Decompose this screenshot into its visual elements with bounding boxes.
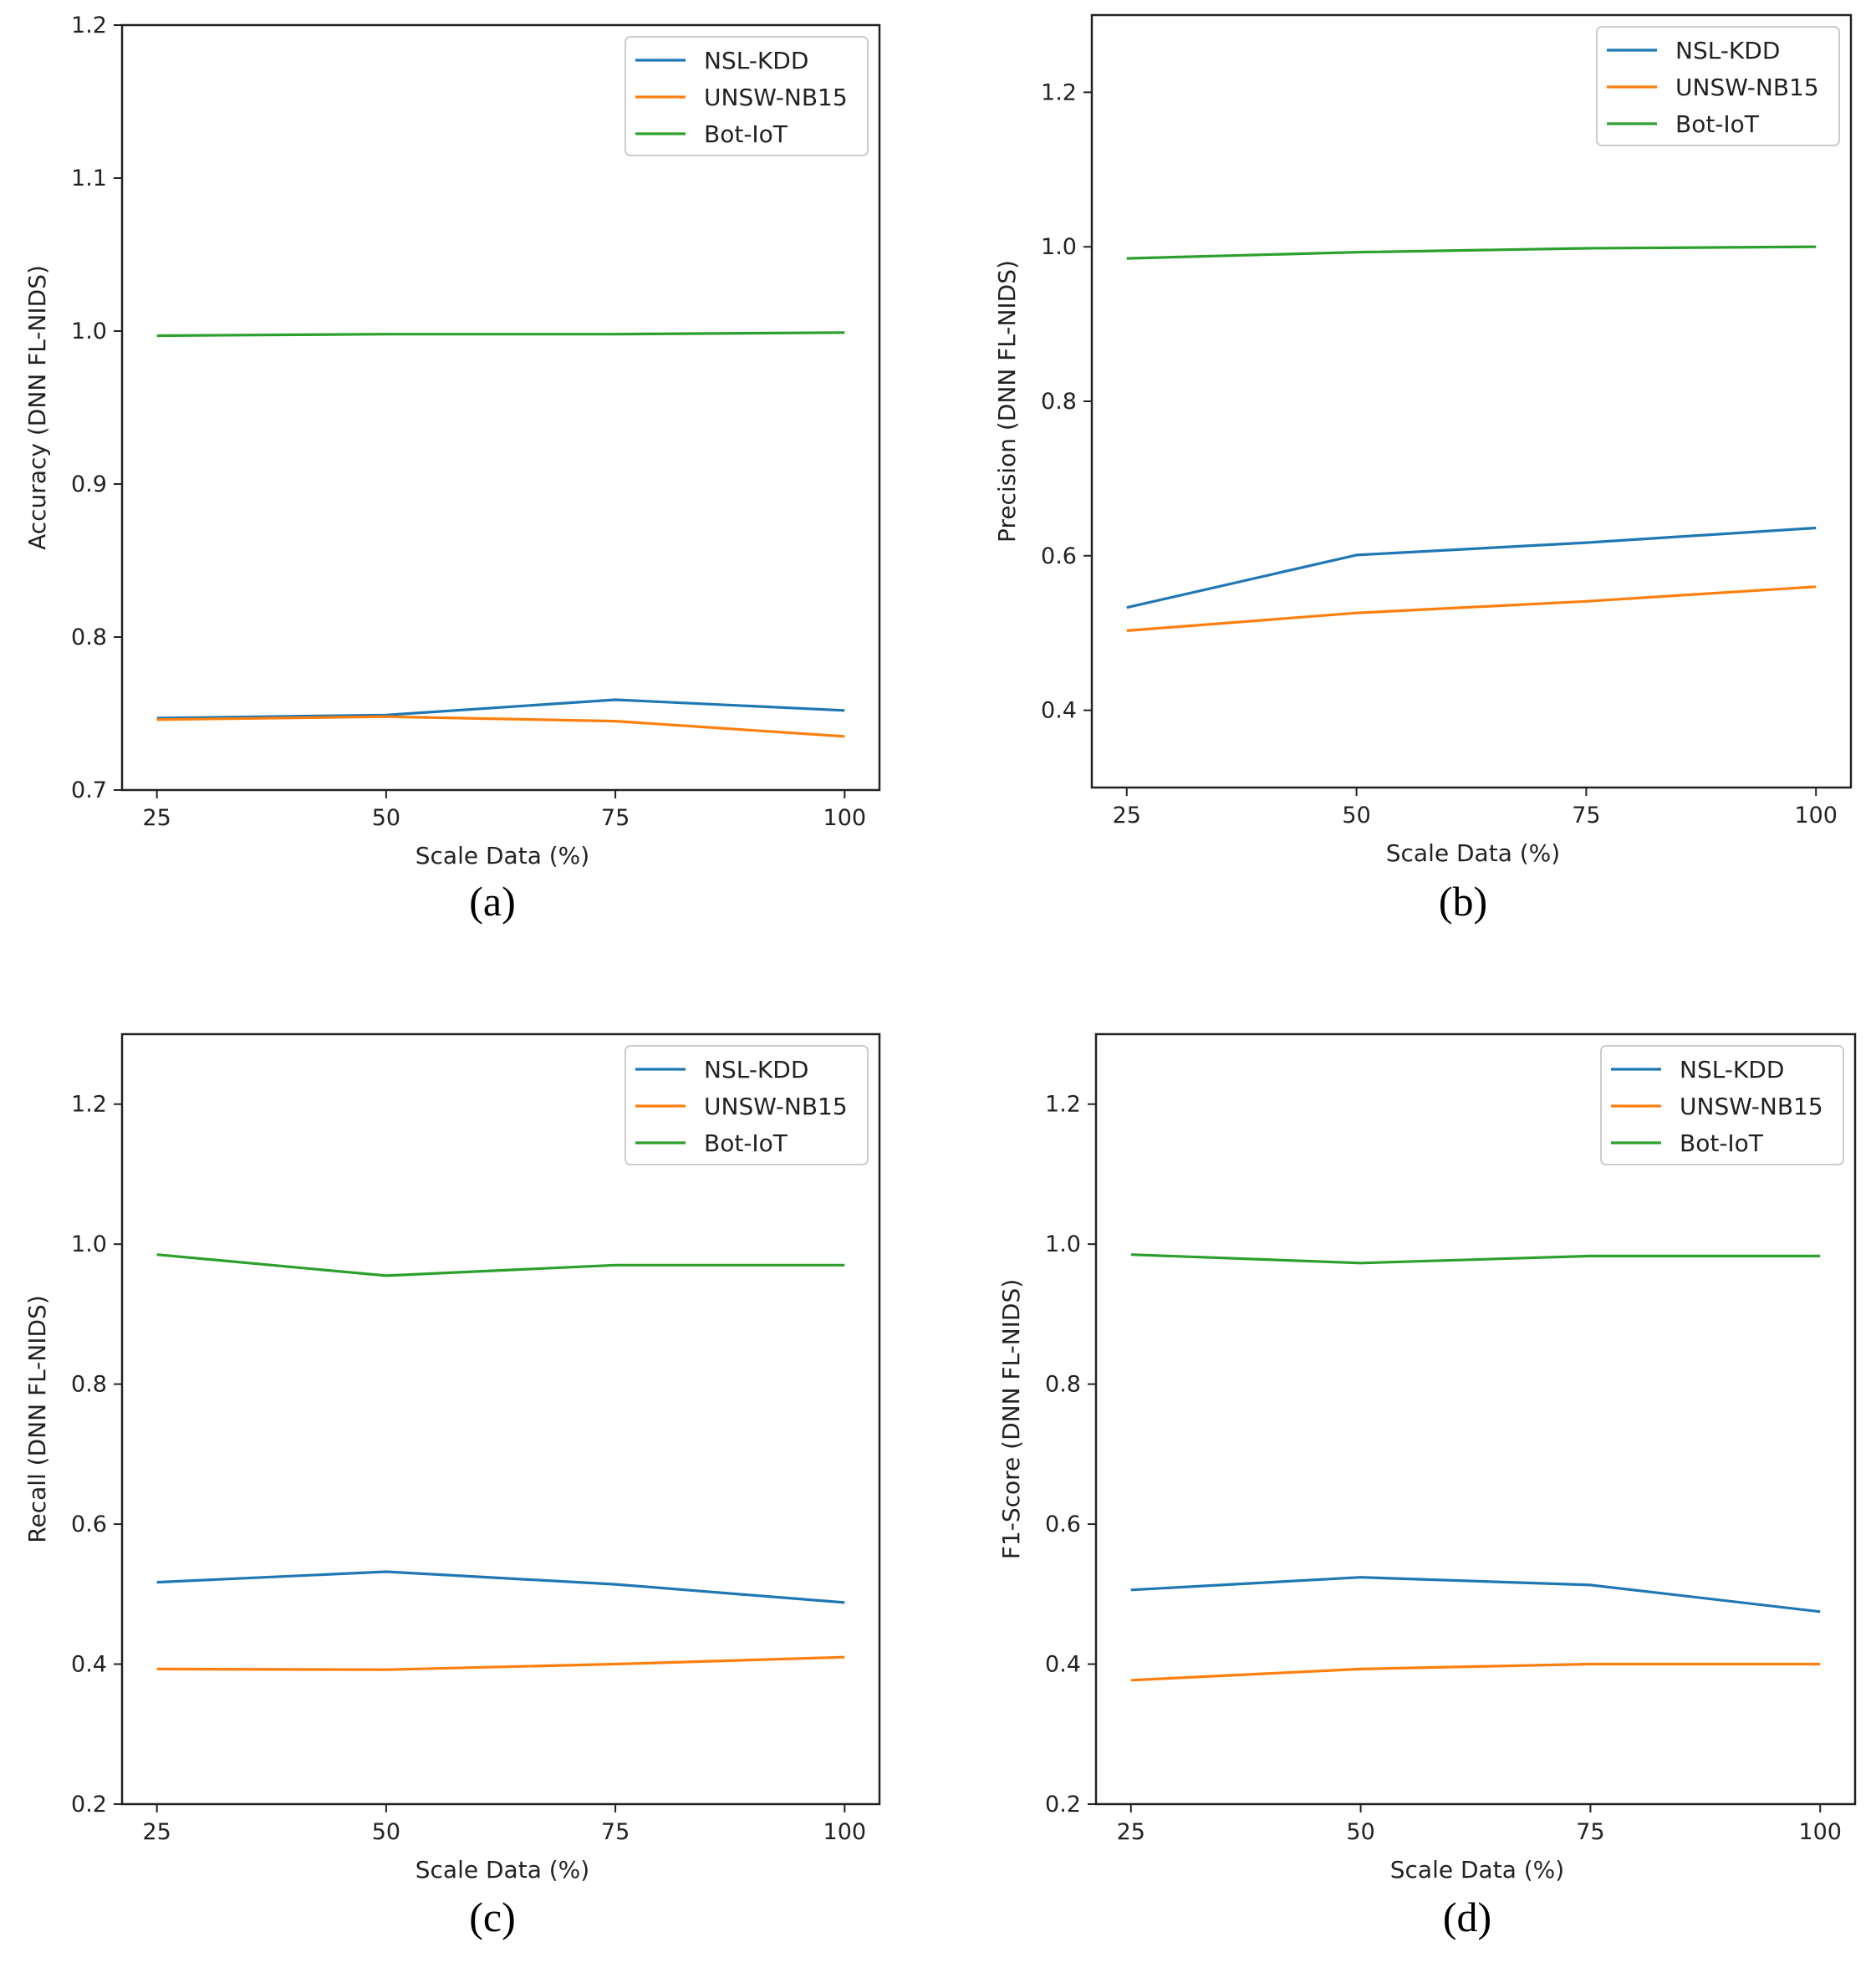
y-tick-label: 0.6 [1041, 543, 1077, 569]
series-line-nsl-kdd [1130, 1576, 1821, 1613]
series-line-unsw-nb15 [156, 1655, 845, 1671]
legend-label: Bot-IoT [704, 120, 788, 148]
panel-caption: (b) [1439, 878, 1487, 925]
y-tick-label: 1.2 [71, 13, 107, 38]
legend-label: NSL-KDD [1675, 37, 1780, 64]
x-tick-label: 50 [1342, 803, 1370, 828]
series-line-unsw-nb15 [1126, 585, 1817, 632]
x-tick-label: 25 [143, 805, 171, 831]
x-tick-label: 100 [1798, 1819, 1842, 1845]
legend-box [1600, 1045, 1844, 1165]
x-axis-title: Scale Data (%) [1386, 839, 1560, 867]
legend-label: Bot-IoT [1680, 1129, 1764, 1157]
legend-label: NSL-KDD [1680, 1056, 1784, 1083]
legend-label: UNSW-NB15 [1680, 1093, 1823, 1120]
y-tick-label: 1.0 [71, 1231, 107, 1257]
x-tick-label: 100 [823, 1819, 867, 1845]
y-tick-label: 1.2 [1041, 79, 1077, 105]
chart-panel-b: 25 50 75 100 0.4 0.6 0.8 1.0 1.2 Scale Data (%) Pr… [993, 13, 1853, 925]
x-axis-title: Scale Data (%) [415, 1856, 589, 1884]
x-tick-label: 75 [601, 1819, 630, 1845]
y-tick-label: 0.2 [71, 1792, 107, 1817]
panel-caption: (a) [469, 878, 516, 925]
y-tick-label: 1.1 [71, 166, 107, 191]
x-axis-title: Scale Data (%) [415, 842, 589, 869]
y-tick-label: 0.8 [71, 624, 107, 650]
plot-frame [120, 23, 881, 792]
chart-panel-a: 25 50 75 100 0.7 0.8 0.9 1.0 1.1 1.2 Scale Data (%… [23, 13, 881, 925]
x-tick-label: 75 [1576, 1819, 1604, 1845]
legend-label: NSL-KDD [704, 1056, 808, 1083]
x-tick-label: 50 [372, 805, 400, 831]
y-tick-label: 0.4 [1041, 698, 1077, 724]
y-tick-label: 1.0 [71, 319, 107, 344]
y-tick-label: 0.8 [71, 1372, 107, 1398]
y-tick-label: 0.6 [1045, 1512, 1081, 1537]
series-line-nsl-kdd [156, 1570, 845, 1604]
panel-caption: (d) [1443, 1894, 1491, 1940]
y-tick-label: 0.6 [71, 1512, 107, 1537]
y-tick-label: 0.9 [71, 472, 107, 497]
series-line-bot-iot [156, 1253, 845, 1277]
y-tick-label: 1.2 [1045, 1092, 1081, 1118]
y-axis-title: Precision (DNN FL-NIDS) [993, 260, 1021, 543]
legend-label: UNSW-NB15 [704, 1093, 848, 1120]
legend-label: UNSW-NB15 [1675, 74, 1819, 101]
series-line-unsw-nb15 [156, 715, 845, 738]
legend-box [624, 36, 869, 156]
x-tick-label: 100 [1794, 803, 1838, 828]
x-tick-label: 50 [372, 1819, 400, 1845]
x-tick-label: 25 [1113, 803, 1141, 828]
y-tick-label: 0.4 [1045, 1652, 1081, 1678]
plot-frame [1094, 1032, 1857, 1806]
y-tick-label: 0.4 [71, 1652, 107, 1678]
legend: NSL-KDD UNSW-NB15 Bot-IoT [1600, 1045, 1844, 1165]
x-tick-label: 100 [823, 805, 867, 831]
chart-panel-c: 25 50 75 100 0.2 0.4 0.6 0.8 1.0 1.2 Scale Data (%… [23, 1032, 881, 1940]
legend: NSL-KDD UNSW-NB15 Bot-IoT [624, 36, 869, 156]
series-line-bot-iot [1130, 1253, 1821, 1265]
x-tick-label: 25 [143, 1819, 171, 1845]
legend-label: Bot-IoT [1675, 110, 1760, 138]
series-line-bot-iot [156, 331, 845, 338]
chart-panel-d: 25 50 75 100 0.2 0.4 0.6 0.8 1.0 1.2 Scale Data (%… [997, 1032, 1857, 1940]
x-tick-label: 75 [1572, 803, 1600, 828]
plot-frame [120, 1032, 881, 1806]
y-axis-title: Accuracy (DNN FL-NIDS) [23, 265, 51, 550]
series-line-nsl-kdd [1126, 526, 1817, 609]
x-tick-label: 50 [1346, 1819, 1374, 1845]
x-axis-title: Scale Data (%) [1390, 1856, 1564, 1884]
y-tick-label: 0.7 [71, 777, 107, 803]
y-tick-label: 1.2 [71, 1092, 107, 1118]
y-tick-label: 0.8 [1041, 389, 1077, 415]
y-tick-label: 1.0 [1045, 1231, 1081, 1257]
legend-box [1596, 26, 1840, 146]
series-line-nsl-kdd [156, 698, 845, 720]
legend-box [624, 1045, 869, 1165]
legend-label: UNSW-NB15 [704, 84, 848, 111]
series-line-bot-iot [1126, 245, 1817, 260]
series-line-unsw-nb15 [1130, 1662, 1821, 1682]
y-axis-title: F1-Score (DNN FL-NIDS) [997, 1279, 1025, 1559]
panel-caption: (c) [469, 1894, 516, 1940]
legend: NSL-KDD UNSW-NB15 Bot-IoT [624, 1045, 869, 1165]
legend: NSL-KDD UNSW-NB15 Bot-IoT [1596, 26, 1840, 146]
legend-label: NSL-KDD [704, 47, 808, 74]
x-tick-label: 25 [1117, 1819, 1145, 1845]
y-axis-title: Recall (DNN FL-NIDS) [23, 1295, 51, 1543]
y-tick-label: 0.2 [1045, 1792, 1081, 1817]
y-tick-label: 1.0 [1041, 234, 1077, 260]
x-tick-label: 75 [601, 805, 630, 831]
legend-label: Bot-IoT [704, 1129, 788, 1157]
y-tick-label: 0.8 [1045, 1372, 1081, 1398]
